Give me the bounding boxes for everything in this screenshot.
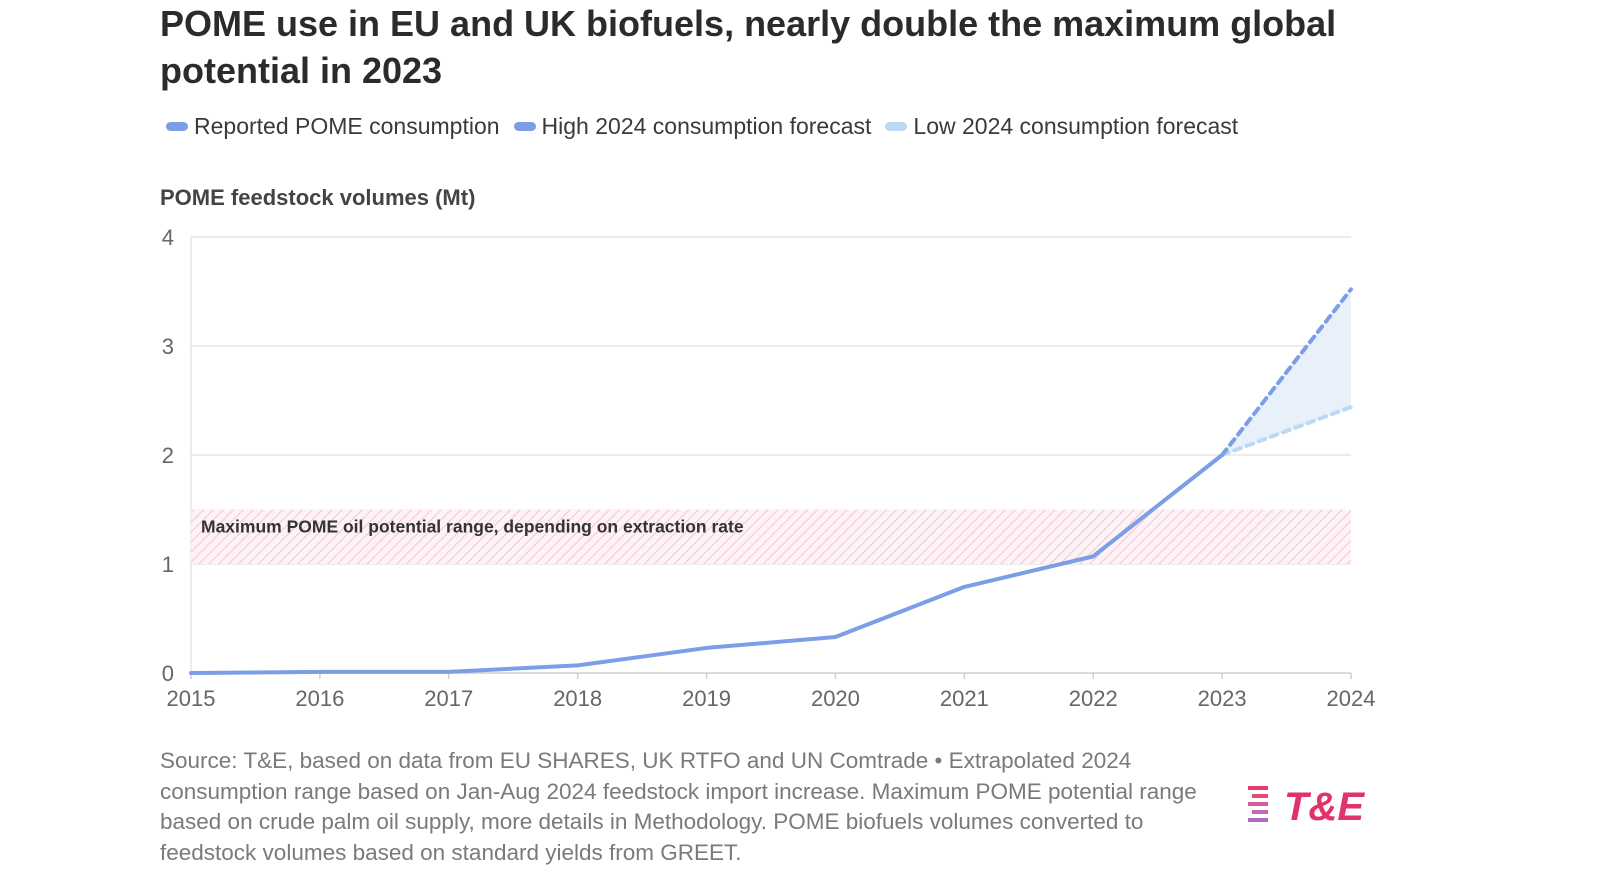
x-tick-label: 2016 xyxy=(295,686,344,711)
legend: Reported POME consumption High 2024 cons… xyxy=(166,113,1252,140)
legend-swatch-reported xyxy=(166,122,188,131)
x-tick-label: 2022 xyxy=(1069,686,1118,711)
x-tick-label: 2020 xyxy=(811,686,860,711)
y-tick-label: 2 xyxy=(162,443,174,468)
legend-item-low-forecast: Low 2024 consumption forecast xyxy=(885,113,1238,140)
y-tick-label: 3 xyxy=(162,334,174,359)
x-tick-label: 2021 xyxy=(940,686,989,711)
logo-stripes-icon xyxy=(1248,786,1268,822)
x-tick-label: 2018 xyxy=(553,686,602,711)
series-reported-line xyxy=(189,453,1225,675)
legend-item-high-forecast: High 2024 consumption forecast xyxy=(513,113,872,140)
legend-label-high-forecast: High 2024 consumption forecast xyxy=(541,113,872,139)
series-low-forecast-line xyxy=(1220,405,1353,457)
y-axis-label: POME feedstock volumes (Mt) xyxy=(160,185,476,210)
series-high-forecast-line xyxy=(1220,287,1353,457)
y-tick-label: 4 xyxy=(162,225,174,250)
te-logo: T&E xyxy=(1248,785,1365,828)
legend-swatch-high-forecast xyxy=(513,122,536,131)
x-tick-label: 2019 xyxy=(682,686,731,711)
y-tick-label: 0 xyxy=(162,661,174,686)
y-tick-label: 1 xyxy=(162,552,174,577)
legend-swatch-low-forecast xyxy=(885,122,908,131)
chart-title: POME use in EU and UK biofuels, nearly d… xyxy=(160,3,1337,91)
legend-item-reported: Reported POME consumption xyxy=(166,113,500,140)
x-tick-label: 2015 xyxy=(167,686,216,711)
max-potential-band-label: Maximum POME oil potential range, depend… xyxy=(201,517,744,537)
x-tick-label: 2024 xyxy=(1327,686,1376,711)
source-note: Source: T&E, based on data from EU SHARE… xyxy=(160,748,1197,865)
legend-label-low-forecast: Low 2024 consumption forecast xyxy=(913,113,1239,139)
x-tick-label: 2023 xyxy=(1198,686,1247,711)
max-potential-band xyxy=(191,509,1351,564)
legend-label-reported: Reported POME consumption xyxy=(194,113,500,139)
line-chart: Maximum POME oil potential range, depend… xyxy=(162,225,1376,711)
logo-wordmark: T&E xyxy=(1284,785,1365,828)
x-tick-label: 2017 xyxy=(424,686,473,711)
